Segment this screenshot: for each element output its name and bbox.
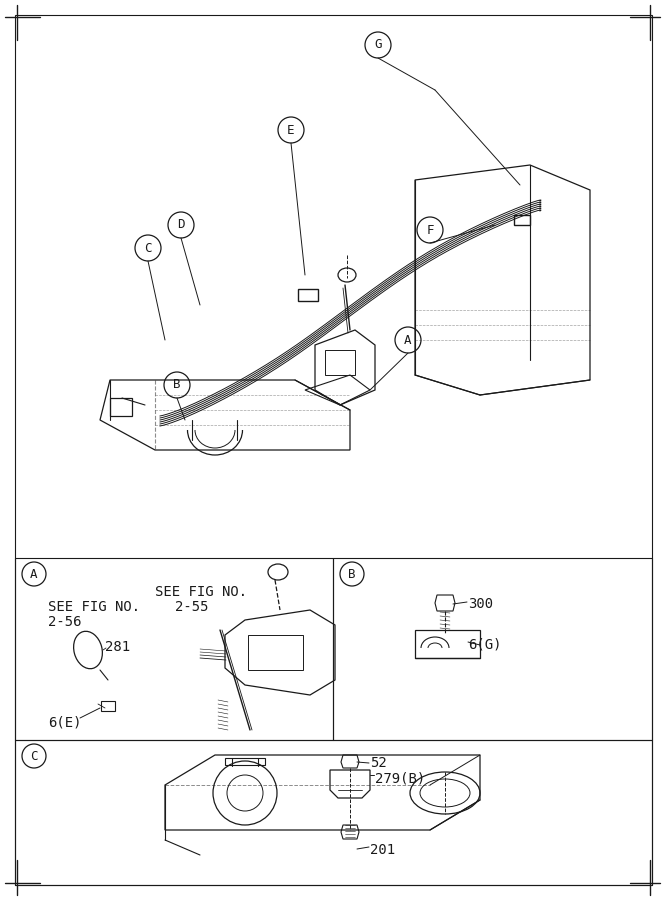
Text: C: C [144, 241, 152, 255]
Text: SEE FIG NO.: SEE FIG NO. [48, 600, 140, 614]
Bar [15, 740, 652, 885]
Text: A: A [404, 334, 412, 346]
Text: A: A [30, 568, 38, 580]
Bar [15, 558, 333, 740]
Text: 300: 300 [468, 597, 493, 611]
Text: B: B [173, 379, 181, 392]
Text: B: B [348, 568, 356, 580]
Bar [514, 215, 530, 225]
Text: 281: 281 [105, 640, 130, 654]
Bar [333, 558, 652, 740]
Text: SEE FIG NO.: SEE FIG NO. [155, 585, 247, 599]
Text: 2-55: 2-55 [175, 600, 209, 614]
Bar [248, 635, 303, 670]
Text: F: F [426, 223, 434, 237]
Text: E: E [287, 123, 295, 137]
Text: 6(E): 6(E) [48, 715, 81, 729]
Text: 201: 201 [370, 843, 395, 857]
Bar [298, 289, 318, 301]
Text: 52: 52 [370, 756, 387, 770]
Text: G: G [374, 39, 382, 51]
Text: C: C [30, 750, 38, 762]
Bar [325, 350, 355, 375]
Text: 2-56: 2-56 [48, 615, 81, 629]
Text: D: D [177, 219, 185, 231]
Bar [110, 398, 132, 416]
Text: 279(B): 279(B) [375, 771, 426, 785]
Text: 6(G): 6(G) [468, 637, 502, 651]
